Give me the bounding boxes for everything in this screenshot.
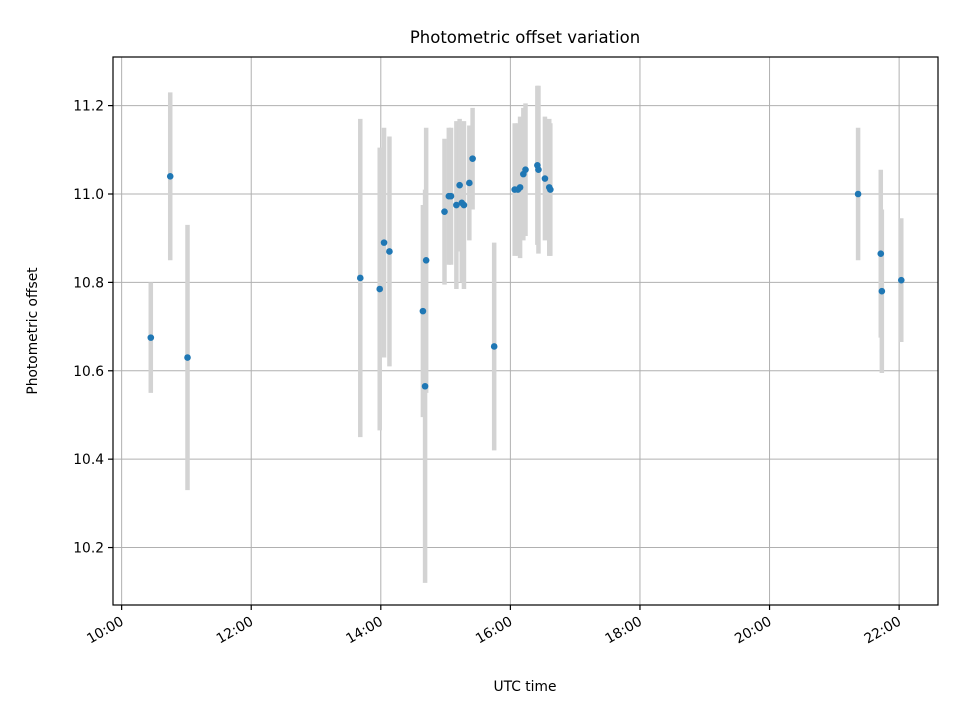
- data-point: [419, 307, 427, 315]
- data-point: [441, 208, 448, 215]
- data-point: [422, 256, 430, 264]
- data-point: [522, 166, 529, 173]
- data-point: [456, 181, 463, 189]
- data-point: [897, 276, 905, 284]
- data-point: [453, 201, 460, 209]
- data-points: [147, 155, 905, 390]
- data-point: [516, 184, 524, 191]
- data-point: [184, 354, 191, 361]
- error-bars: [148, 85, 904, 583]
- y-axis-label: Photometric offset: [25, 267, 41, 395]
- data-point: [380, 239, 388, 246]
- chart-title: Photometric offset variation: [410, 28, 640, 47]
- data-point: [421, 382, 429, 390]
- data-point: [854, 190, 862, 198]
- data-point: [490, 343, 498, 350]
- data-point: [447, 192, 455, 200]
- x-tick-label: 16:00: [473, 614, 515, 648]
- data-point: [547, 186, 554, 193]
- y-tick-label: 11.0: [73, 187, 104, 203]
- y-tick-label: 10.4: [73, 452, 104, 468]
- y-tick-label: 11.2: [73, 99, 104, 115]
- data-point: [460, 201, 468, 209]
- y-tick-label: 10.2: [73, 541, 104, 557]
- x-tick-label: 18:00: [603, 614, 645, 648]
- axis-ticks: 10:00 12:00 14:00 16:00 18:00 20:00 22:00 10.2 1…: [73, 99, 904, 648]
- y-tick-label: 10.8: [73, 275, 104, 291]
- data-point: [469, 155, 476, 162]
- plot-frame: [112, 56, 939, 606]
- data-point: [878, 287, 886, 295]
- x-tick-label: 22:00: [862, 614, 904, 648]
- y-tick-label: 10.6: [73, 364, 104, 380]
- data-point: [356, 274, 364, 282]
- data-point: [386, 248, 393, 255]
- data-point: [535, 166, 542, 173]
- data-point: [376, 285, 384, 293]
- data-point: [147, 334, 155, 341]
- x-tick-label: 14:00: [343, 614, 385, 648]
- data-point: [466, 179, 473, 187]
- x-tick-label: 12:00: [214, 614, 256, 648]
- x-axis-label: UTC time: [494, 679, 557, 695]
- data-point: [877, 250, 885, 257]
- data-point: [541, 175, 549, 182]
- x-tick-label: 10:00: [84, 614, 126, 648]
- data-point: [166, 173, 174, 180]
- x-tick-label: 20:00: [732, 614, 774, 648]
